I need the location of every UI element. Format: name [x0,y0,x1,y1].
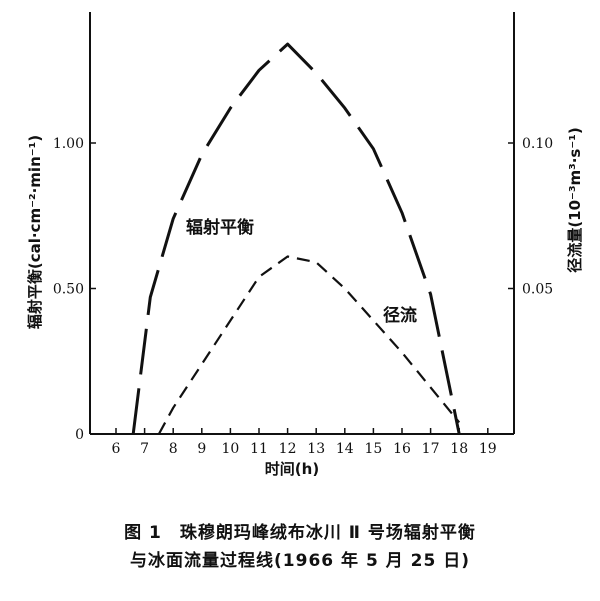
y-right-tick-label: 0.10 [522,136,553,152]
x-tick-label: 7 [140,441,149,457]
y-left-tick-label: 1.00 [53,136,84,152]
x-tick-label: 9 [197,441,206,457]
series-label-radiation: 辐射平衡 [186,217,254,238]
x-tick-label: 12 [279,441,297,457]
x-tick-label: 6 [112,441,121,457]
x-tick-label: 10 [221,441,239,457]
x-tick-label: 18 [450,441,468,457]
figure-caption-line-1: 图 1 珠穆朗玛峰绒布冰川 Ⅱ 号场辐射平衡 [124,523,476,543]
series-lines [131,42,461,435]
x-tick-label: 14 [336,441,354,457]
x-tick-label: 15 [364,441,382,457]
axes [89,12,515,435]
x-tick-label: 17 [422,441,440,457]
x-tick-label: 19 [479,441,497,457]
y-left-tick-label: 0.50 [53,282,84,298]
y-left-tick-label: 0 [75,427,84,443]
series-line-radiation [131,42,461,435]
ticks: 6 7 8 9 10 11 12 13 14 15 16 17 18 19 0 0.50 1.00 0.05 0.1… [53,136,553,457]
x-tick-label: 13 [307,441,325,457]
y-axis-left-label: 辐射平衡(cal·cm⁻²·min⁻¹) [26,135,44,329]
figure-caption-line-2: 与冰面流量过程线(1966 年 5 月 25 日) [130,551,470,571]
y-right-tick-label: 0.05 [522,282,553,298]
series-label-runoff: 径流 [383,305,417,326]
y-axis-right-label: 径流量(10⁻³m³·s⁻¹) [566,127,584,272]
labels: 时间(h) 辐射平衡(cal·cm⁻²·min⁻¹) 径流量(10⁻³m³·s⁻… [26,127,584,478]
series-line-runoff [157,255,461,435]
x-tick-label: 16 [393,441,411,457]
x-axis-label: 时间(h) [265,460,319,478]
x-tick-label: 11 [250,441,268,457]
x-tick-label: 8 [169,441,178,457]
